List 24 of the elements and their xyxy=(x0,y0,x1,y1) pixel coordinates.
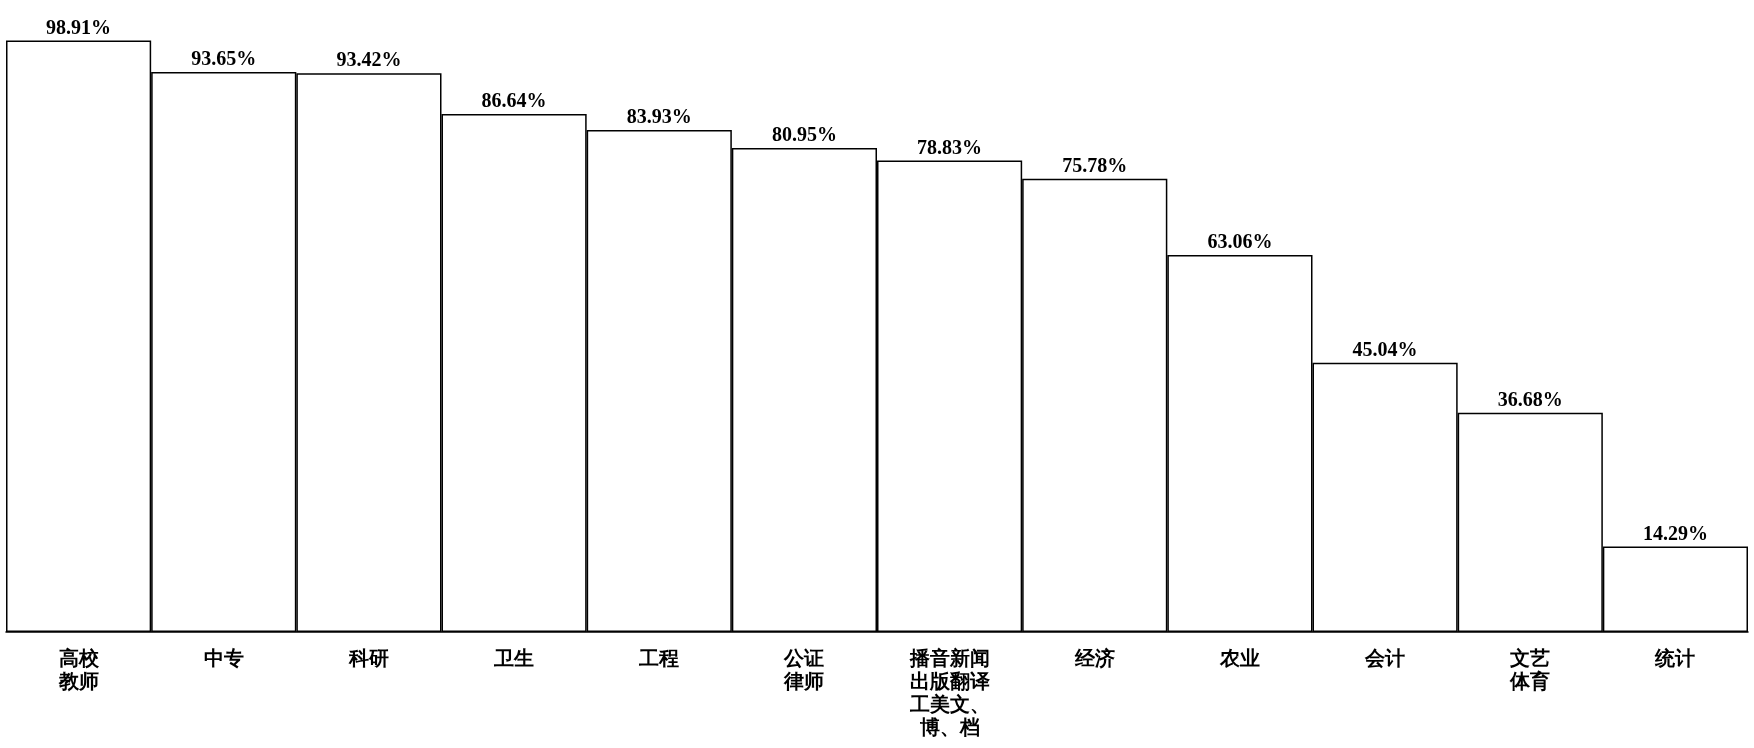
data-label: 45.04% xyxy=(1352,337,1418,360)
data-label: 86.64% xyxy=(481,88,547,111)
x-tick-label: 高校教师 xyxy=(57,646,100,692)
x-tick-label: 统计 xyxy=(1654,646,1696,669)
x-tick-label: 公证律师 xyxy=(783,646,825,692)
data-label: 98.91% xyxy=(46,15,112,38)
data-label: 36.68% xyxy=(1497,387,1563,410)
data-label: 63.06% xyxy=(1207,229,1273,252)
data-label: 93.42% xyxy=(336,48,402,71)
data-label: 75.78% xyxy=(1062,153,1128,176)
data-label: 14.29% xyxy=(1642,521,1708,544)
x-tick-label: 会计 xyxy=(1364,646,1406,669)
x-tick-label: 文艺体育 xyxy=(1509,646,1551,692)
data-label: 83.93% xyxy=(626,105,692,128)
x-tick-label: 播音新闻出版翻译工美文、博、档 xyxy=(908,646,990,738)
x-tick-label: 经济 xyxy=(1073,646,1115,669)
x-tick-label: 中专 xyxy=(203,646,244,669)
data-label: 78.83% xyxy=(917,135,983,158)
x-tick-label: 科研 xyxy=(347,646,389,669)
data-label: 93.65% xyxy=(191,46,257,69)
x-tick-label: 农业 xyxy=(1218,646,1260,669)
x-tick-label: 卫生 xyxy=(493,646,535,669)
data-label: 80.95% xyxy=(771,122,837,145)
x-tick-label: 工程 xyxy=(638,646,680,669)
